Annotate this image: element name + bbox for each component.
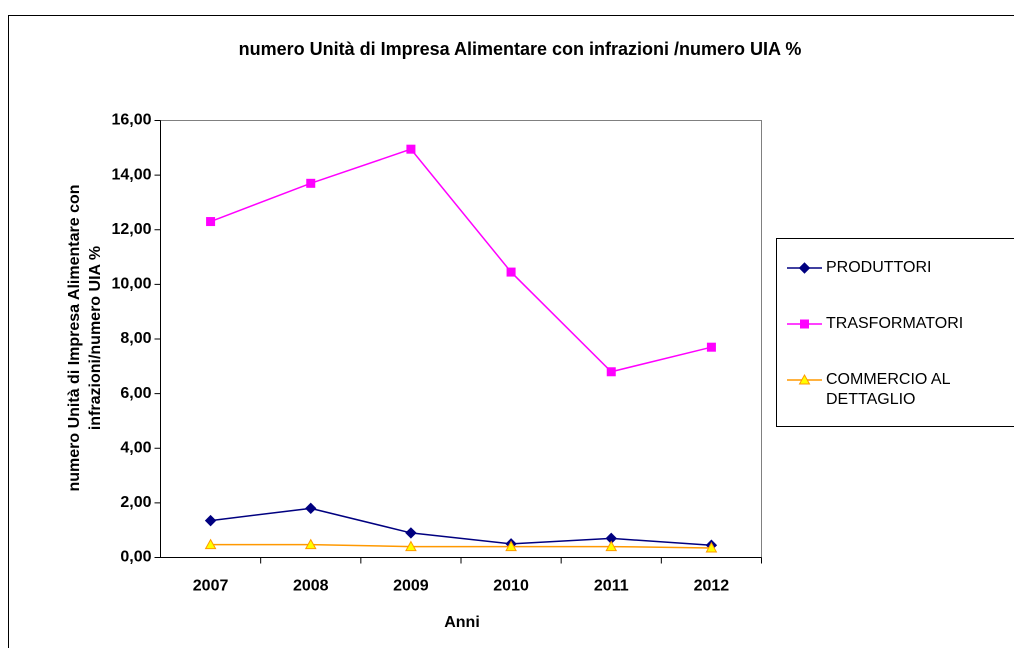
x-tick-label: 2010: [493, 578, 529, 595]
marker: [505, 540, 517, 552]
y-tick-label: 6,00: [120, 385, 151, 402]
y-tick-label: 4,00: [120, 439, 151, 456]
marker: [798, 373, 811, 385]
series-line: [210, 148, 712, 373]
marker: [506, 267, 516, 277]
marker: [305, 502, 317, 515]
x-tick-label: 2009: [393, 578, 429, 595]
y-tick-label: 16,00: [111, 112, 151, 129]
y-tick-label: 2,00: [120, 494, 151, 511]
x-tick-label: 2011: [594, 578, 629, 595]
marker: [605, 540, 618, 552]
x-tick-label: 2007: [193, 578, 229, 595]
y-tick-label: 8,00: [120, 330, 151, 347]
legend-label: COMMERCIO AL DETTAGLIO: [826, 371, 950, 408]
y-axis-label: numero Unità di Impresa Alimentare con i…: [66, 184, 104, 492]
legend-label: PRODUTTORI: [826, 259, 932, 276]
marker: [204, 538, 217, 550]
marker: [798, 262, 811, 274]
marker: [206, 217, 216, 227]
marker: [405, 540, 417, 552]
y-tick-label: 12,00: [111, 221, 151, 238]
marker: [705, 541, 718, 553]
legend-box: [776, 238, 1014, 427]
marker: [606, 367, 616, 377]
marker: [304, 538, 317, 550]
y-tick-label: 0,00: [120, 549, 151, 566]
x-axis-label: Anni: [444, 614, 480, 631]
marker: [306, 178, 316, 188]
series-line: [210, 543, 712, 549]
y-tick-label: 10,00: [111, 276, 151, 293]
legend-label: TRASFORMATORI: [826, 315, 964, 332]
marker: [204, 514, 217, 527]
y-tick-label: 14,00: [111, 166, 151, 183]
x-tick-label: 2008: [293, 578, 329, 595]
marker: [406, 144, 416, 154]
chart-title: numero Unità di Impresa Alimentare con i…: [239, 39, 802, 59]
marker: [800, 319, 809, 329]
marker: [706, 342, 716, 352]
x-tick-label: 2012: [694, 578, 730, 595]
plot-area: [160, 120, 762, 558]
marker: [405, 527, 417, 539]
series-line: [210, 507, 712, 546]
